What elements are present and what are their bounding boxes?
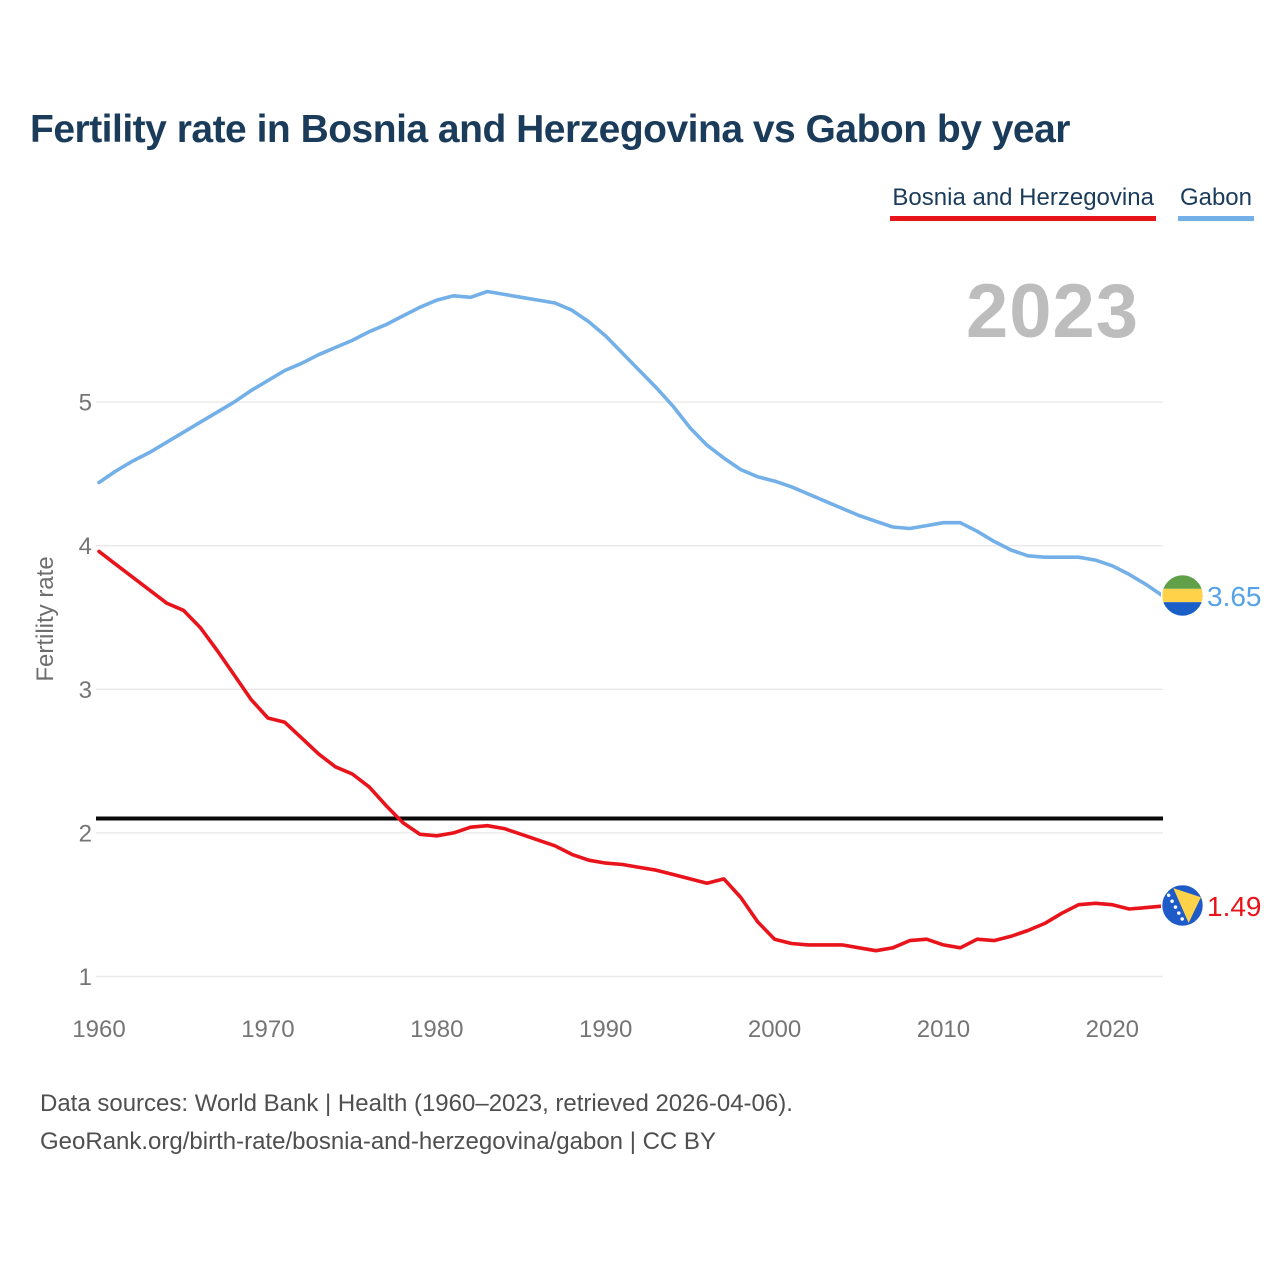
svg-text:1980: 1980 xyxy=(410,1016,463,1043)
legend-item-bosnia[interactable]: Bosnia and Herzegovina xyxy=(890,184,1156,221)
y-tick-labels: 1 2 3 4 5 xyxy=(79,390,92,991)
svg-text:4: 4 xyxy=(79,533,92,560)
legend: Bosnia and Herzegovina Gabon xyxy=(890,184,1254,221)
svg-text:2020: 2020 xyxy=(1086,1016,1139,1043)
year-watermark: 2023 xyxy=(966,269,1140,354)
svg-text:2010: 2010 xyxy=(917,1016,970,1043)
series-line-bosnia-and-herzegovina xyxy=(97,549,1165,953)
gridlines xyxy=(96,401,1163,978)
gabon-end-value: 3.65 xyxy=(1207,581,1262,612)
chart-title: Fertility rate in Bosnia and Herzegovina… xyxy=(30,108,1070,151)
series-line-gabon xyxy=(97,289,1165,598)
svg-text:2: 2 xyxy=(79,820,92,847)
x-tick-labels: 1960 1970 1980 1990 2000 2010 2020 xyxy=(72,1016,1139,1043)
bosnia-flag-icon xyxy=(1161,884,1204,927)
svg-text:1: 1 xyxy=(79,964,92,991)
svg-text:2000: 2000 xyxy=(748,1016,801,1043)
gabon-flag-icon xyxy=(1161,574,1204,617)
data-sources-text: Data sources: World Bank | Health (1960–… xyxy=(40,1090,793,1117)
svg-text:1960: 1960 xyxy=(72,1016,125,1043)
bosnia-end-value: 1.49 xyxy=(1207,891,1262,922)
svg-text:5: 5 xyxy=(79,390,92,417)
attribution-text: GeoRank.org/birth-rate/bosnia-and-herzeg… xyxy=(40,1128,716,1155)
svg-text:1970: 1970 xyxy=(241,1016,294,1043)
legend-item-gabon[interactable]: Gabon xyxy=(1177,184,1254,221)
svg-text:3: 3 xyxy=(79,677,92,704)
svg-text:1990: 1990 xyxy=(579,1016,632,1043)
y-axis-label: Fertility rate xyxy=(32,556,59,682)
